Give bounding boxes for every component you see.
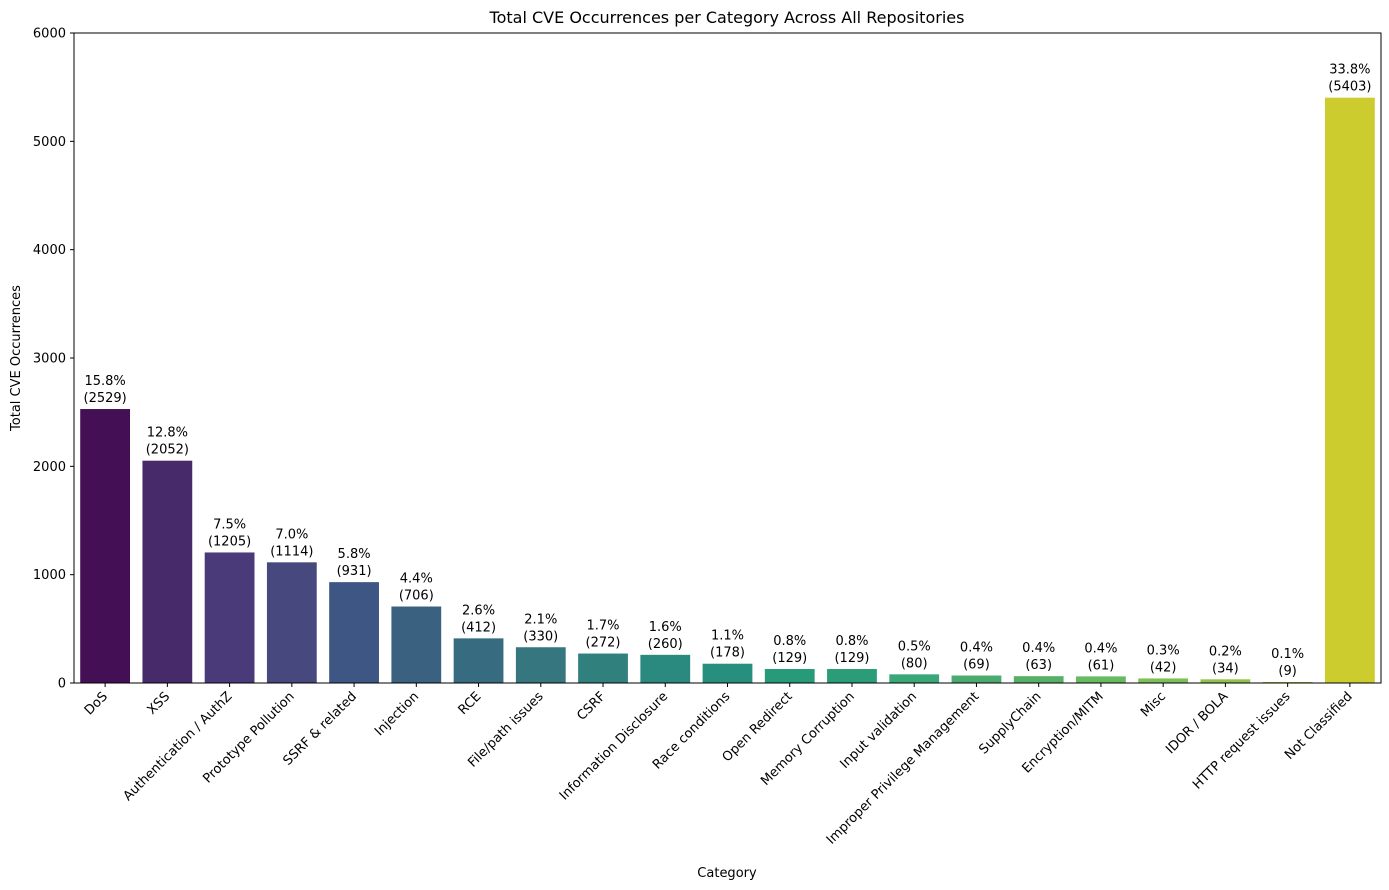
x-tick-label: Information Disclosure — [557, 689, 671, 803]
bar-value-label: (9) — [1278, 664, 1296, 679]
bar-value-label: (272) — [586, 636, 621, 651]
bar-percent-label: 0.4% — [1022, 641, 1055, 656]
bar-percent-label: 0.8% — [835, 634, 868, 649]
bar-percent-label: 7.0% — [275, 527, 308, 542]
bar-percent-label: 1.7% — [587, 619, 620, 634]
bar-value-label: (129) — [834, 651, 869, 666]
x-tick-label: Not Classified — [1282, 689, 1356, 763]
y-axis-label: Total CVE Occurrences — [9, 285, 24, 432]
y-tick-label: 0 — [58, 677, 66, 692]
bar-value-label: (330) — [523, 629, 558, 644]
bar-percent-label: 4.4% — [400, 572, 433, 587]
x-tick-label: XSS — [145, 689, 174, 718]
bar-value-label: (34) — [1212, 661, 1239, 676]
bar — [951, 675, 1002, 683]
bar-value-label: (2052) — [146, 443, 189, 458]
bar-value-label: (412) — [461, 620, 496, 635]
plot-frame — [73, 32, 1382, 684]
bar-value-label: (706) — [399, 589, 434, 604]
x-tick-label: Misc — [1138, 689, 1169, 720]
bar-value-label: (2529) — [84, 391, 127, 406]
bar — [453, 638, 504, 683]
bar-percent-label: 0.4% — [1084, 641, 1117, 656]
x-tick-label: Authentication / AuthZ — [121, 689, 236, 804]
bar-percent-label: 1.6% — [649, 620, 682, 635]
bar-value-label: (80) — [901, 656, 928, 671]
x-tick-label: CSRF — [574, 689, 609, 724]
bar — [142, 460, 193, 683]
y-tick-label: 6000 — [33, 27, 66, 42]
y-tick-label: 4000 — [33, 243, 66, 258]
x-tick-label: Injection — [372, 689, 422, 739]
bar-value-label: (129) — [772, 651, 807, 666]
x-tick-label: SupplyChain — [976, 689, 1044, 757]
bar — [80, 409, 131, 683]
bar-value-label: (931) — [337, 564, 372, 579]
bar — [1013, 676, 1064, 683]
bar-value-label: (5403) — [1328, 80, 1371, 95]
bar-percent-label: 0.2% — [1209, 644, 1242, 659]
bar — [204, 552, 255, 683]
bar-percent-label: 0.3% — [1147, 643, 1180, 658]
bar — [889, 674, 940, 683]
bar-percent-label: 0.8% — [773, 634, 806, 649]
bar-percent-label: 15.8% — [84, 374, 125, 389]
bar-percent-label: 0.5% — [898, 639, 931, 654]
bar-percent-label: 7.5% — [213, 517, 246, 532]
bar — [391, 606, 442, 683]
bar-percent-label: 33.8% — [1329, 63, 1370, 78]
bar — [1138, 678, 1189, 683]
bar-value-label: (178) — [710, 646, 745, 661]
bar-percent-label: 5.8% — [338, 547, 371, 562]
bar-percent-label: 0.4% — [960, 641, 993, 656]
bar — [329, 582, 379, 683]
x-tick-label: DoS — [82, 689, 111, 718]
bar — [640, 654, 691, 683]
bar-value-label: (63) — [1025, 658, 1052, 673]
y-tick-label: 3000 — [33, 352, 66, 367]
bar-value-label: (1205) — [208, 534, 251, 549]
bar — [515, 647, 566, 683]
y-tick-label: 1000 — [33, 568, 66, 583]
bar-percent-label: 1.1% — [711, 629, 744, 644]
bar-value-label: (61) — [1088, 658, 1115, 673]
bar — [578, 653, 628, 683]
bar — [702, 663, 753, 683]
bar — [266, 562, 317, 683]
bar-value-label: (260) — [648, 637, 683, 652]
bar — [827, 669, 877, 683]
y-tick-label: 5000 — [33, 135, 66, 150]
bar — [1076, 676, 1126, 683]
chart-title: Total CVE Occurrences per Category Acros… — [489, 8, 965, 27]
x-axis-label: Category — [697, 866, 757, 881]
bar-value-label: (69) — [963, 658, 990, 673]
bar-percent-label: 2.1% — [524, 612, 557, 627]
bar-percent-label: 0.1% — [1271, 647, 1304, 662]
x-tick-label: RCE — [456, 689, 485, 718]
bar — [1200, 679, 1251, 683]
bar — [1324, 97, 1375, 684]
bar-percent-label: 12.8% — [147, 426, 188, 441]
y-tick-label: 2000 — [33, 460, 66, 475]
x-tick-label: IDOR / BOLA — [1163, 689, 1231, 757]
bar — [764, 669, 815, 683]
bar-value-label: (1114) — [270, 544, 313, 559]
bar-value-label: (42) — [1150, 660, 1177, 675]
bar-percent-label: 2.6% — [462, 603, 495, 618]
